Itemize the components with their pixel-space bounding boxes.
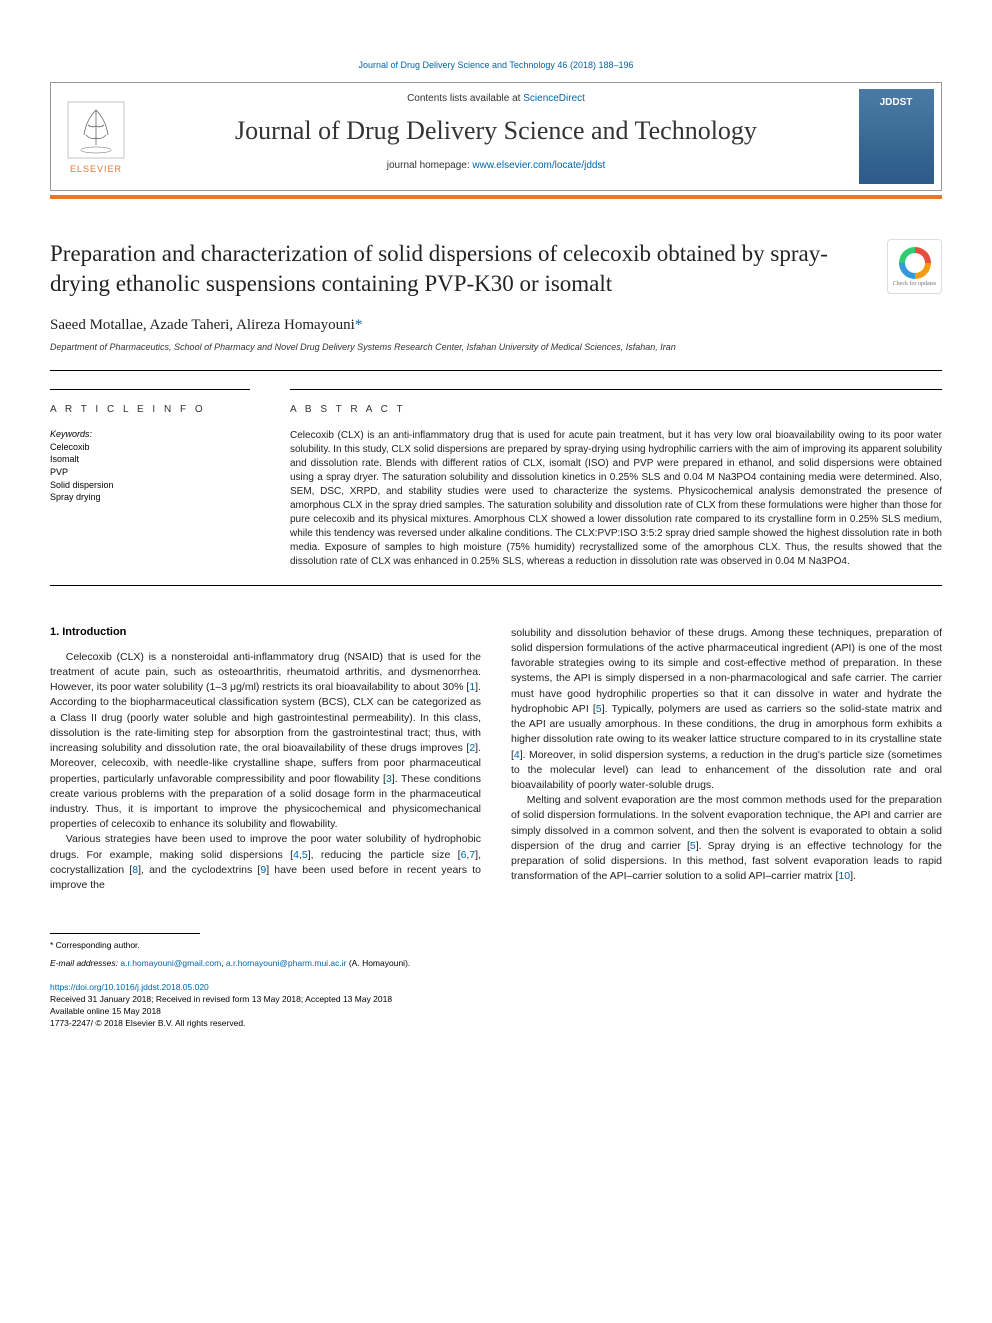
email-label: E-mail addresses: (50, 958, 120, 968)
corresponding-author: * Corresponding author. (50, 940, 942, 952)
t: solubility and dissolution behavior of t… (511, 627, 942, 715)
article-title: Preparation and characterization of soli… (50, 239, 867, 299)
info-heading: A R T I C L E I N F O (50, 389, 250, 415)
abstract-column: A B S T R A C T Celecoxib (CLX) is an an… (290, 371, 942, 569)
email-2[interactable]: a.r.homayouni@pharm.mui.ac.ir (226, 958, 347, 968)
intro-para-3: Melting and solvent evaporation are the … (511, 793, 942, 884)
available-line: Available online 15 May 2018 (50, 1006, 942, 1018)
keyword: Celecoxib (50, 441, 250, 454)
t: ], reducing the particle size [ (308, 849, 461, 861)
check-updates-icon (899, 247, 931, 279)
intro-para-2-cont: solubility and dissolution behavior of t… (511, 626, 942, 793)
t: Celecoxib (CLX) is a nonsteroidal anti-i… (50, 651, 481, 693)
keyword: Solid dispersion (50, 479, 250, 492)
keyword: Isomalt (50, 453, 250, 466)
intro-para-1: Celecoxib (CLX) is a nonsteroidal anti-i… (50, 650, 481, 833)
abstract-text: Celecoxib (CLX) is an anti-inflammatory … (290, 429, 942, 569)
journal-title: Journal of Drug Delivery Science and Tec… (161, 116, 831, 146)
publisher-block: ELSEVIER (51, 83, 141, 190)
abstract-heading: A B S T R A C T (290, 389, 942, 415)
sciencedirect-link[interactable]: ScienceDirect (523, 93, 585, 104)
publisher-name: ELSEVIER (70, 164, 122, 174)
footnote-divider (50, 933, 200, 934)
t: ]. (850, 870, 856, 882)
corresponding-mark: * (355, 317, 363, 333)
email-line: E-mail addresses: a.r.homayouni@gmail.co… (50, 958, 942, 970)
contents-prefix: Contents lists available at (407, 93, 523, 104)
affiliation: Department of Pharmaceutics, School of P… (50, 342, 942, 352)
abstract-divider (50, 585, 942, 586)
email-1[interactable]: a.r.homayouni@gmail.com (120, 958, 221, 968)
journal-cover: JDDST (851, 83, 941, 190)
doi-block: https://doi.org/10.1016/j.jddst.2018.05.… (50, 982, 942, 1030)
body-columns: 1. Introduction Celecoxib (CLX) is a non… (50, 626, 942, 894)
keywords-label: Keywords: (50, 429, 250, 439)
keyword: PVP (50, 466, 250, 479)
doi-link[interactable]: https://doi.org/10.1016/j.jddst.2018.05.… (50, 982, 209, 992)
author-names: Saeed Motallae, Azade Taheri, Alireza Ho… (50, 317, 355, 333)
homepage-prefix: journal homepage: (387, 160, 473, 171)
authors: Saeed Motallae, Azade Taheri, Alireza Ho… (50, 317, 942, 334)
email-suffix: (A. Homayouni). (346, 958, 410, 968)
article-info: A R T I C L E I N F O Keywords: Celecoxi… (50, 371, 250, 569)
copyright-line: 1773-2247/ © 2018 Elsevier B.V. All righ… (50, 1018, 942, 1030)
body-col-left: 1. Introduction Celecoxib (CLX) is a non… (50, 626, 481, 894)
cover-label: JDDST (880, 97, 913, 108)
received-line: Received 31 January 2018; Received in re… (50, 994, 942, 1006)
journal-header: ELSEVIER Contents lists available at Sci… (50, 82, 942, 191)
body-col-right: solubility and dissolution behavior of t… (511, 626, 942, 894)
header-center: Contents lists available at ScienceDirec… (141, 83, 851, 190)
t: ], and the cyclodextrins [ (138, 864, 260, 876)
keyword: Spray drying (50, 491, 250, 504)
homepage-link[interactable]: www.elsevier.com/locate/jddst (472, 160, 605, 171)
journal-citation: Journal of Drug Delivery Science and Tec… (50, 60, 942, 70)
journal-homepage: journal homepage: www.elsevier.com/locat… (161, 160, 831, 171)
section-1-heading: 1. Introduction (50, 626, 481, 638)
intro-para-2: Various strategies have been used to imp… (50, 832, 481, 893)
ref-10[interactable]: 10 (838, 870, 850, 882)
t: ]. Moreover, in solid dispersion systems… (511, 749, 942, 791)
check-updates-badge[interactable]: Check for updates (887, 239, 942, 294)
contents-line: Contents lists available at ScienceDirec… (161, 93, 831, 104)
elsevier-tree-icon (66, 100, 126, 160)
check-updates-label: Check for updates (893, 281, 937, 287)
orange-divider (50, 195, 942, 199)
cover-icon: JDDST (859, 89, 934, 184)
